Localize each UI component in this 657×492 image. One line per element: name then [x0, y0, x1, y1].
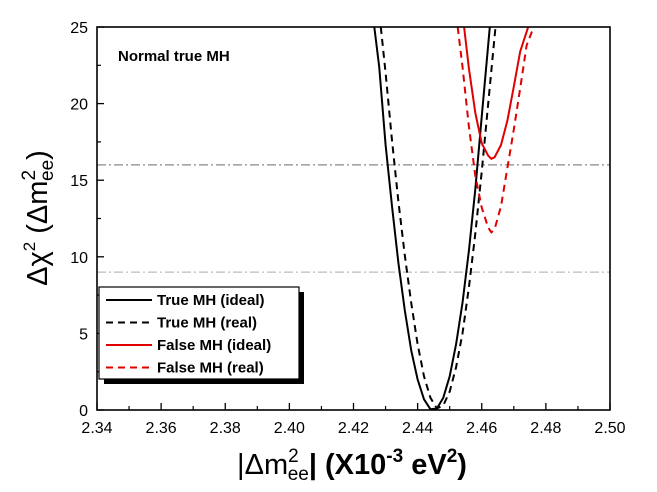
series-line-2 — [463, 27, 530, 161]
x-tick-label: 2.34 — [81, 420, 112, 437]
x-tick-label: 2.40 — [274, 420, 305, 437]
x-tick-label: 2.46 — [466, 420, 497, 437]
series-line-3 — [456, 27, 535, 234]
y-tick-label: 10 — [70, 250, 88, 267]
x-tick-label: 2.38 — [210, 420, 241, 437]
x-axis-title: |Δm2 ee| (X10-3 eV2) — [237, 446, 467, 485]
x-tick-label: 2.48 — [530, 420, 561, 437]
y-axis-title: Δχ2 (Δm2ee) — [19, 150, 58, 286]
x-tick-label: 2.44 — [402, 420, 433, 437]
legend-label-2: False MH (ideal) — [157, 337, 271, 354]
y-tick-label: 0 — [79, 403, 88, 420]
x-tick-label: 2.50 — [594, 420, 625, 437]
y-tick-label: 15 — [70, 173, 88, 190]
annotation-label: Normal true MH — [118, 48, 230, 65]
y-tick-label: 20 — [70, 97, 88, 114]
axis-ticks — [96, 26, 611, 411]
x-tick-label: 2.36 — [146, 420, 177, 437]
legend-box — [98, 286, 300, 380]
tick-labels: 2.34 2.36 2.38 2.40 2.42 2.44 2.46 2.48 2.50 0 5 10… — [70, 20, 625, 437]
y-tick-label: 25 — [70, 20, 88, 37]
y-tick-label: 5 — [79, 326, 88, 343]
legend-label-0: True MH (ideal) — [157, 292, 265, 309]
legend-label-1: True MH (real) — [157, 315, 257, 332]
series-line-1 — [379, 27, 497, 410]
legend-label-3: False MH (real) — [157, 360, 264, 377]
reference-lines — [97, 164, 610, 273]
x-tick-label: 2.42 — [338, 420, 369, 437]
legend: True MH (ideal) True MH (real) False MH (i… — [98, 286, 304, 384]
